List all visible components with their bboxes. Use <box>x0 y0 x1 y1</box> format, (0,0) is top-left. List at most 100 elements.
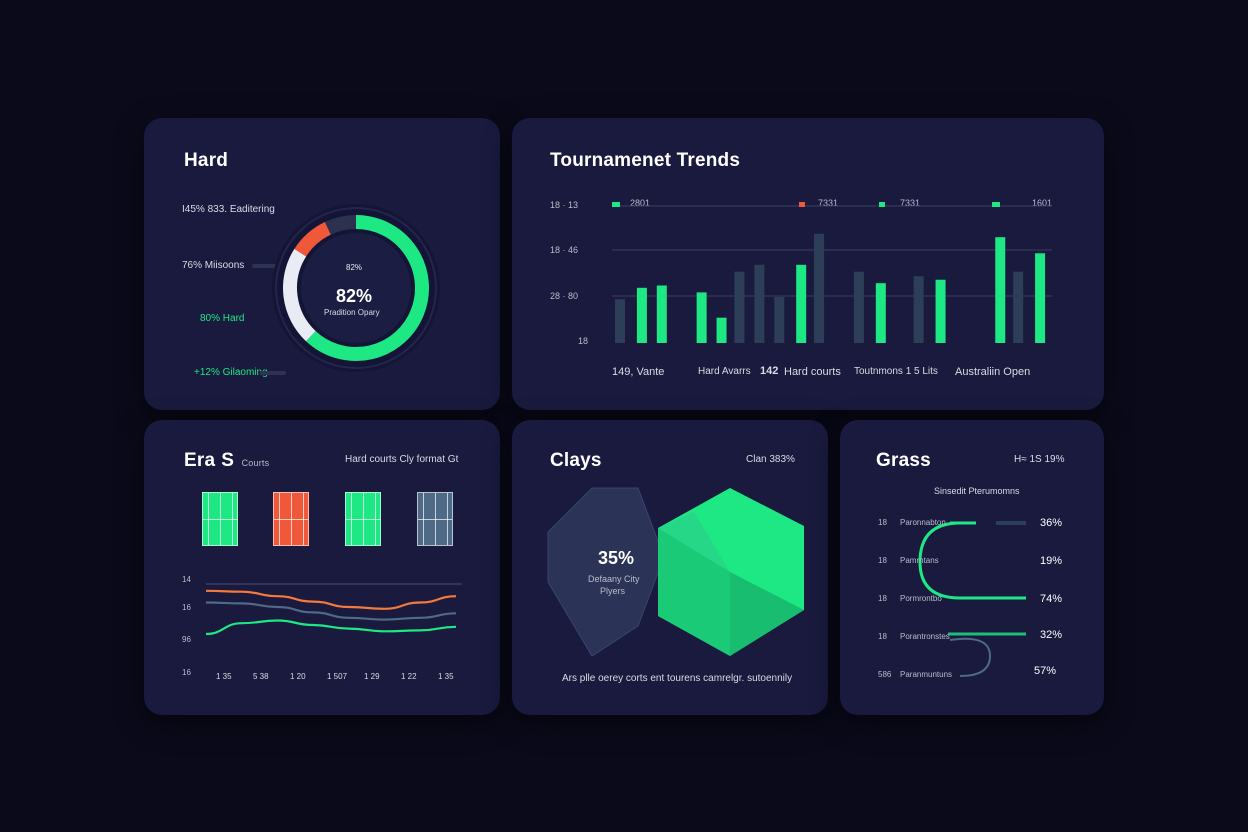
trends-x-label-2: Hard Avarrs <box>698 366 751 377</box>
eras-x-tick-label: 1 22 <box>401 672 417 681</box>
hard-legend-2: 76% Miisoons <box>182 260 245 271</box>
eras-y-tick-label: 14 <box>182 575 191 584</box>
trends-bar <box>995 237 1006 343</box>
eras-right-label: Hard courts Cly format Gt <box>345 454 459 465</box>
grass-row-2-value: 19% <box>1040 555 1063 567</box>
court-grass-icon <box>345 492 381 546</box>
eras-y-tick-label: 16 <box>182 668 191 677</box>
grass-row-1-num: 18 <box>878 518 887 527</box>
donut-inner-disc <box>301 233 411 343</box>
court-carpet-icon <box>417 492 453 546</box>
trends-x-label-5: Toutnmons 1 5 Lits <box>854 366 938 377</box>
eras-y-tick-label: 16 <box>182 603 191 612</box>
trends-bar <box>716 317 727 343</box>
donut-segment-white <box>283 248 316 342</box>
trends-bar <box>774 297 785 343</box>
eras-y-tick-label: 96 <box>182 635 191 644</box>
trends-y-label-1: 18 · 13 <box>550 200 579 210</box>
trends-bar <box>853 271 864 343</box>
grass-title: Grass <box>876 450 931 471</box>
trends-bar <box>636 287 647 343</box>
grass-row-4-num: 18 <box>878 632 887 641</box>
trends-marker-2: 7331 <box>818 198 839 208</box>
clays-hex-caption-1: Defaany City <box>588 574 640 584</box>
grass-row-2-num: 18 <box>878 556 887 565</box>
trends-bar <box>814 233 825 343</box>
grass-right-label: H≈ 1S 19% <box>1014 454 1065 465</box>
clays-title: Clays <box>550 450 602 471</box>
hard-donut-chart <box>272 204 440 372</box>
grass-row-5-value: 57% <box>1034 665 1057 677</box>
grass-row-5-label: Paranmuntuns <box>900 670 953 679</box>
eras-card: Era S Courts Hard courts Cly format Gt 14… <box>144 420 500 715</box>
trends-x-label-4: Hard courts <box>784 366 841 378</box>
trends-bar <box>1035 253 1046 343</box>
trends-y-label-3: 28 · 80 <box>550 291 579 301</box>
trends-bar <box>1013 271 1024 343</box>
eras-series-line <box>205 601 457 621</box>
grass-row-4-value: 32% <box>1040 629 1063 641</box>
court-hard-icon <box>202 492 238 546</box>
grass-row-5-num: 586 <box>878 670 892 679</box>
trends-marker-4-swatch <box>992 202 1000 207</box>
clays-card: Clays Clan 383% 35% Defaany City Plyers … <box>512 420 828 715</box>
hard-legend-3: 80% Hard <box>200 313 245 324</box>
clays-hex-caption-2: Plyers <box>600 586 626 596</box>
donut-top-label: 82% <box>346 263 363 272</box>
clays-hex-facet-1 <box>658 528 730 656</box>
eras-x-tick-label: 1 507 <box>327 672 348 681</box>
donut-segment-dark <box>324 215 357 235</box>
grass-connector-top <box>918 521 961 600</box>
trends-x-label-1: 149, Vante <box>612 366 665 378</box>
trends-marker-3-swatch <box>879 202 885 207</box>
eras-x-tick-label: 1 35 <box>216 672 232 681</box>
trends-marker-1-swatch <box>612 202 620 207</box>
grass-row-2-label: Pamrntans <box>900 556 939 565</box>
hard-legend-1: I45% 833. Eaditering <box>182 204 275 215</box>
trends-bar <box>754 264 765 343</box>
donut-caption: Pradition Opary <box>324 308 380 317</box>
trends-bar <box>913 276 924 343</box>
trends-marker-1: 2801 <box>630 198 651 208</box>
clays-hex-dark-edge <box>547 487 665 657</box>
trends-bar <box>656 285 667 343</box>
eras-x-tick-label: 5 38 <box>253 672 269 681</box>
trends-marker-4: 1601 <box>1032 198 1053 208</box>
clays-hex-facet-3 <box>658 512 730 572</box>
donut-value: 82% <box>336 286 373 306</box>
clays-hex-facet-2 <box>730 572 804 656</box>
trends-x-label-6: Australiin Open <box>955 366 1031 378</box>
court-clay-icon <box>273 492 309 546</box>
hard-title: Hard <box>184 150 229 171</box>
trends-card: Tournamenet Trends 18 · 13 18 · 46 28 · … <box>512 118 1104 410</box>
eras-series-line <box>205 589 457 610</box>
grass-subtitle: Sinsedit Pterumomns <box>934 486 1020 496</box>
trends-x-label-3: 142 <box>760 365 779 377</box>
trends-bar <box>696 292 707 343</box>
trends-marker-3: 7331 <box>900 198 921 208</box>
hard-card: Hard I45% 833. Eaditering 76% Miisoons 8… <box>144 118 500 410</box>
grass-row-3-value: 74% <box>1040 593 1063 605</box>
grass-row-1-value: 36% <box>1040 517 1063 529</box>
grass-row-4-label: Porantronstes <box>900 632 950 641</box>
eras-x-tick-label: 1 20 <box>290 672 306 681</box>
eras-x-tick-label: 1 29 <box>364 672 380 681</box>
eras-title-b: S <box>221 450 235 471</box>
trends-y-label-4: 18 <box>578 336 589 346</box>
trends-bar <box>734 271 745 343</box>
clays-hex-value: 35% <box>598 548 635 568</box>
grass-card: Grass H≈ 1S 19% Sinsedit Pterumomns 18 P… <box>840 420 1104 715</box>
clays-hexagon-graphic <box>547 487 804 657</box>
clays-footer: Ars plle oerey corts ent tourens camrelg… <box>562 673 793 684</box>
trends-title: Tournamenet Trends <box>550 150 741 171</box>
eras-series-line <box>205 619 457 636</box>
trends-y-label-2: 18 · 46 <box>550 245 579 255</box>
clays-right-label: Clan 383% <box>746 454 795 465</box>
grass-row-1-label: Paronnabton <box>900 518 946 527</box>
trends-bar <box>875 283 886 343</box>
grass-row-3-num: 18 <box>878 594 887 603</box>
donut-segment-green <box>306 215 429 361</box>
eras-line-chart: 14 16 96 16 1 35 5 38 1 20 1 507 1 29 1 22 1 35 <box>182 575 462 681</box>
trends-marker-2-swatch <box>799 202 805 207</box>
hard-legend-leaders <box>252 264 286 375</box>
